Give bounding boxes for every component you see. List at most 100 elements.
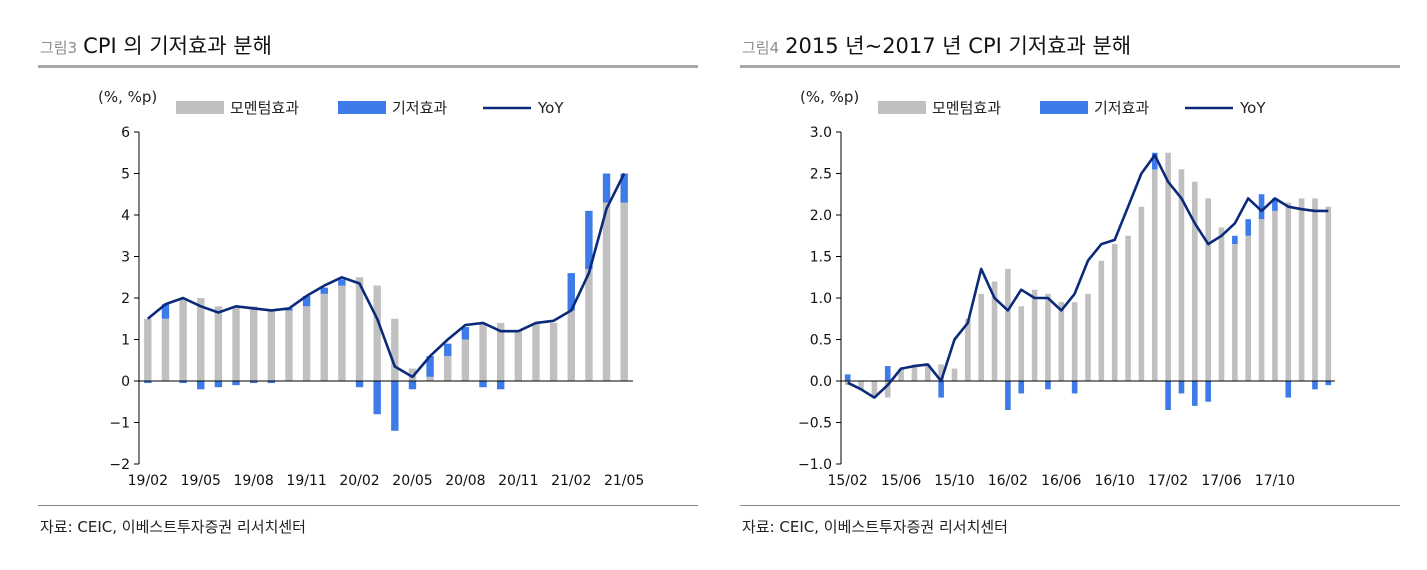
x-tick-label: 20/11 bbox=[498, 473, 538, 489]
bar-momentum bbox=[1178, 169, 1185, 381]
y-tick-label: 2 bbox=[121, 291, 130, 307]
legend-label-yoy: YoY bbox=[1239, 99, 1266, 117]
bar-momentum bbox=[1111, 244, 1118, 381]
bar-momentum bbox=[1085, 293, 1091, 381]
bar-base-effect bbox=[320, 287, 328, 294]
bar-momentum bbox=[602, 202, 611, 381]
x-tick-label: 19/11 bbox=[286, 473, 326, 489]
bar-momentum bbox=[285, 310, 293, 381]
bar-momentum bbox=[1005, 268, 1011, 381]
bar-base-effect bbox=[1045, 381, 1051, 390]
bar-base-effect bbox=[302, 295, 311, 307]
bar-momentum bbox=[1125, 235, 1131, 381]
bar-base-effect bbox=[884, 366, 891, 381]
bar-momentum bbox=[302, 306, 311, 381]
figure-3-top-rule bbox=[38, 65, 698, 68]
bar-momentum bbox=[1192, 181, 1198, 381]
bar-base-effect bbox=[1272, 198, 1278, 211]
y-tick-label: −2 bbox=[109, 457, 130, 473]
bar-momentum bbox=[267, 310, 276, 381]
bar-base-effect bbox=[426, 356, 434, 377]
x-tick-label: 15/10 bbox=[934, 473, 974, 489]
figure-4-panel: 그림4 2015 년~2017 년 CPI 기저효과 분해 (%, %p) 모멘텀효… bbox=[740, 0, 1400, 570]
bar-momentum bbox=[1058, 302, 1065, 381]
x-tick-label: 15/06 bbox=[881, 473, 921, 489]
y-tick-label: 4 bbox=[121, 208, 130, 224]
bar-momentum bbox=[978, 293, 984, 381]
bar-momentum bbox=[249, 306, 258, 381]
figure-3-bottom-rule bbox=[38, 505, 698, 506]
bar-momentum bbox=[924, 364, 931, 381]
bar-momentum bbox=[549, 322, 558, 381]
bar-momentum bbox=[514, 331, 523, 381]
bar-momentum bbox=[938, 364, 944, 381]
bar-base-effect bbox=[232, 381, 240, 386]
x-tick-label: 16/02 bbox=[988, 473, 1028, 489]
legend: 모멘텀효과 기저효과 YoY bbox=[878, 99, 1266, 117]
bar-base-effect bbox=[1205, 381, 1211, 402]
bar-base-effect bbox=[567, 273, 575, 311]
bar-base-effect bbox=[1005, 381, 1011, 411]
bar-momentum bbox=[1138, 206, 1145, 381]
x-tick-label: 16/06 bbox=[1041, 473, 1081, 489]
x-tick-label: 15/02 bbox=[827, 473, 867, 489]
bar-base-effect bbox=[844, 374, 851, 381]
bar-base-effect bbox=[1325, 381, 1332, 386]
bar-momentum bbox=[898, 368, 904, 381]
unit-label: (%, %p) bbox=[98, 88, 157, 106]
bar-momentum bbox=[1325, 206, 1332, 381]
bar-momentum bbox=[338, 285, 346, 381]
x-tick-label: 20/08 bbox=[445, 473, 485, 489]
bar-base-effect bbox=[585, 210, 593, 269]
bar-momentum bbox=[1312, 198, 1318, 381]
x-tick-label: 16/10 bbox=[1095, 473, 1135, 489]
bar-momentum bbox=[479, 322, 487, 381]
bar-base-effect bbox=[1258, 194, 1265, 220]
x-tick-label: 21/05 bbox=[604, 473, 644, 489]
y-tick-label: 1.0 bbox=[810, 291, 832, 307]
bar-momentum bbox=[391, 318, 399, 381]
bar-momentum bbox=[1218, 227, 1225, 381]
y-tick-label: 0.0 bbox=[810, 374, 832, 390]
bar-momentum bbox=[871, 381, 878, 398]
legend-label-momentum: 모멘텀효과 bbox=[932, 99, 1001, 117]
bar-base-effect bbox=[938, 381, 944, 398]
bar-base-effect bbox=[338, 279, 346, 286]
bar-base-effect bbox=[249, 381, 258, 384]
bar-momentum bbox=[1232, 244, 1238, 381]
bar-base-effect bbox=[197, 381, 205, 390]
bar-momentum bbox=[1245, 235, 1252, 381]
y-tick-label: 0.5 bbox=[810, 333, 832, 349]
bar-momentum bbox=[1258, 219, 1265, 381]
x-tick-label: 17/10 bbox=[1255, 473, 1295, 489]
y-tick-label: −1.0 bbox=[798, 457, 832, 473]
bar-momentum bbox=[214, 306, 223, 381]
unit-label: (%, %p) bbox=[800, 88, 859, 106]
bar-base-effect bbox=[496, 381, 505, 390]
bar-base-effect bbox=[1165, 381, 1171, 411]
bar-momentum bbox=[373, 285, 381, 381]
bar-base-effect bbox=[355, 381, 364, 388]
bar-momentum bbox=[567, 310, 575, 381]
bar-momentum bbox=[1165, 152, 1171, 381]
y-tick-label: −0.5 bbox=[798, 416, 832, 432]
bar-base-effect bbox=[1285, 381, 1292, 398]
y-tick-label: 3.0 bbox=[810, 125, 832, 141]
figure-3-title-text: CPI 의 기저효과 분해 bbox=[83, 34, 272, 58]
y-tick-label: 2.5 bbox=[810, 167, 832, 183]
figure-4-title: 그림4 2015 년~2017 년 CPI 기저효과 분해 bbox=[742, 30, 1131, 60]
bar-base-effect bbox=[391, 381, 399, 431]
figure-4-top-rule bbox=[740, 65, 1400, 68]
bar-base-effect bbox=[179, 381, 187, 384]
figure-3-number: 그림3 bbox=[40, 39, 78, 57]
bar-momentum bbox=[1098, 260, 1105, 381]
yoy-line bbox=[146, 172, 626, 379]
yoy-line bbox=[847, 153, 1329, 399]
bar-momentum bbox=[161, 318, 170, 381]
legend-swatch-momentum bbox=[176, 101, 224, 114]
bar-base-effect bbox=[214, 381, 223, 388]
legend-label-yoy: YoY bbox=[537, 99, 564, 117]
bar-momentum bbox=[1151, 169, 1158, 381]
bar-momentum bbox=[444, 356, 452, 381]
legend-swatch-base bbox=[1040, 101, 1088, 114]
